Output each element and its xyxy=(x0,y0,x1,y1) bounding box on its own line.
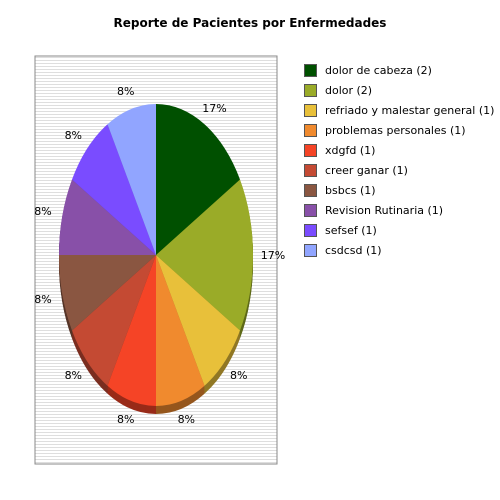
pie-slice-10 xyxy=(107,104,156,255)
pie-percent-label: 17% xyxy=(202,102,226,115)
legend-item: sefsef (1) xyxy=(304,220,494,240)
pie-slice-7 xyxy=(59,255,156,331)
legend-label: creer ganar (1) xyxy=(325,163,408,177)
legend-item: refriado y malestar general (1) xyxy=(304,100,494,120)
pie-percent-label: 8% xyxy=(34,205,51,218)
legend-swatch xyxy=(304,123,317,137)
pie-percent-label: 17% xyxy=(261,249,285,262)
pie-labels: 17% 17% 8% 8% 8% 8% 8% 8% 8% 8% xyxy=(34,85,285,426)
legend-item: xdgfd (1) xyxy=(304,140,494,160)
legend-label: csdcsd (1) xyxy=(325,243,382,257)
legend-item: dolor de cabeza (2) xyxy=(304,60,494,80)
legend-swatch xyxy=(304,203,317,217)
legend-item: creer ganar (1) xyxy=(304,160,494,180)
legend-swatch xyxy=(304,243,317,257)
legend-item: csdcsd (1) xyxy=(304,240,494,260)
legend-swatch xyxy=(304,63,317,77)
pie-percent-label: 8% xyxy=(65,369,82,382)
legend-swatch xyxy=(304,83,317,97)
legend: dolor de cabeza (2) dolor (2) refriado y m… xyxy=(304,60,494,260)
legend-item: Revision Rutinaria (1) xyxy=(304,200,494,220)
pie-percent-label: 8% xyxy=(117,413,134,426)
pie-percent-label: 8% xyxy=(117,85,134,98)
legend-label: bsbcs (1) xyxy=(325,183,376,197)
pie-percent-label: 8% xyxy=(230,369,247,382)
legend-label: dolor de cabeza (2) xyxy=(325,63,432,77)
pie-percent-label: 8% xyxy=(178,413,195,426)
legend-item: problemas personales (1) xyxy=(304,120,494,140)
pie-slice-9 xyxy=(72,124,156,255)
pie-slice-2 xyxy=(156,179,253,331)
pie-slice-6 xyxy=(72,255,156,386)
pie-slice-5 xyxy=(107,255,156,406)
legend-label: refriado y malestar general (1) xyxy=(325,103,495,117)
pie-percent-label: 8% xyxy=(65,129,82,142)
pie-slices xyxy=(59,104,253,406)
pie-slice-3 xyxy=(156,255,240,386)
legend-swatch xyxy=(304,223,317,237)
pie-slice-1 xyxy=(156,104,240,255)
legend-label: problemas personales (1) xyxy=(325,123,466,137)
legend-swatch xyxy=(304,183,317,197)
legend-item: bsbcs (1) xyxy=(304,180,494,200)
legend-swatch xyxy=(304,103,317,117)
legend-swatch xyxy=(304,143,317,157)
pie-percent-label: 8% xyxy=(34,293,51,306)
legend-label: xdgfd (1) xyxy=(325,143,376,157)
legend-swatch xyxy=(304,163,317,177)
pie-slice-4 xyxy=(156,255,205,406)
pie-slice-8 xyxy=(59,179,156,255)
legend-label: sefsef (1) xyxy=(325,223,377,237)
legend-item: dolor (2) xyxy=(304,80,494,100)
legend-label: Revision Rutinaria (1) xyxy=(325,203,444,217)
chart-title: Reporte de Pacientes por Enfermedades xyxy=(113,16,387,30)
legend-label: dolor (2) xyxy=(325,83,373,97)
